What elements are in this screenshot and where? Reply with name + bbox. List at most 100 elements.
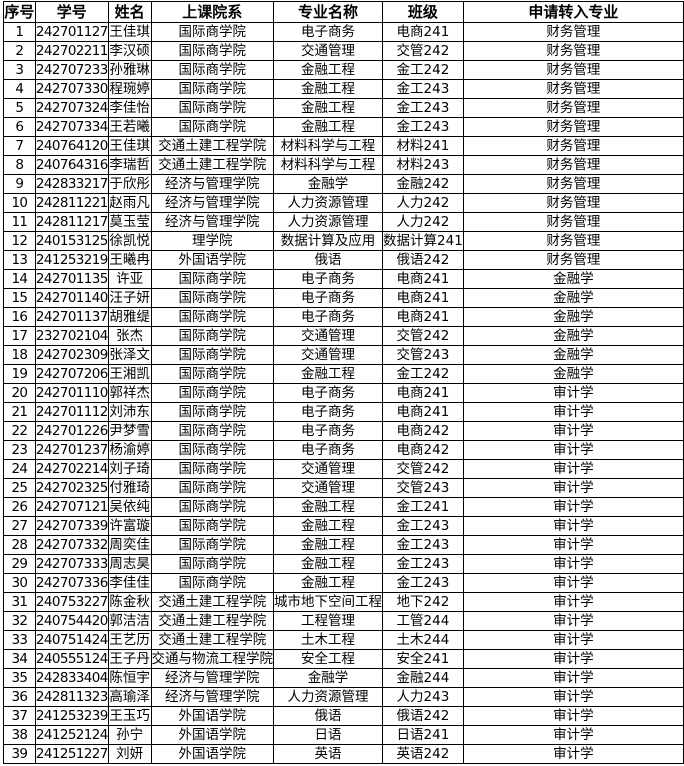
cell-major: 交通管理	[273, 326, 384, 346]
cell-name: 汪子妍	[107, 288, 152, 308]
cell-name: 周志昊	[107, 554, 152, 574]
cell-major: 金融工程	[273, 497, 384, 517]
cell-department: 国际商学院	[150, 554, 275, 574]
cell-major: 人力资源管理	[273, 193, 384, 213]
cell-seq: 36	[3, 687, 36, 707]
cell-target-major: 审计学	[462, 497, 684, 517]
cell-class: 人力243	[382, 687, 464, 707]
cell-class: 电商241	[382, 22, 464, 42]
table-row: 5 242707324 李佳怡 国际商学院 金融工程 金工243 财务管理	[3, 98, 684, 118]
cell-seq: 28	[3, 535, 36, 555]
cell-seq: 24	[3, 459, 36, 479]
cell-name: 李瑞哲	[107, 155, 152, 175]
cell-major: 电子商务	[273, 269, 384, 289]
table-row: 19 242707206 王湘凯 国际商学院 金融工程 金工242 金融学	[3, 364, 684, 384]
cell-student-id: 242707206	[34, 364, 109, 384]
table-row: 30 242707336 李佳佳 国际商学院 金融工程 金工243 审计学	[3, 573, 684, 593]
cell-major: 金融学	[273, 174, 384, 194]
cell-target-major: 金融学	[462, 269, 684, 289]
cell-seq: 21	[3, 402, 36, 422]
cell-target-major: 财务管理	[462, 155, 684, 175]
table-row: 26 242707121 吴依纯 国际商学院 金融工程 金工241 审计学	[3, 497, 684, 517]
cell-class: 金工243	[382, 535, 464, 555]
cell-target-major: 审计学	[462, 630, 684, 650]
cell-target-major: 审计学	[462, 725, 684, 745]
table-row: 23 242701237 杨渝婷 国际商学院 电子商务 电商242 审计学	[3, 440, 684, 460]
cell-name: 陈恒宇	[107, 668, 152, 688]
cell-department: 国际商学院	[150, 98, 275, 118]
cell-student-id: 242707333	[34, 554, 109, 574]
cell-name: 王玉巧	[107, 706, 152, 726]
cell-name: 胡雅缇	[107, 307, 152, 327]
table-body: 1 242701127 王佳琪 国际商学院 电子商务 电商241 财务管理 2 24270221…	[3, 22, 684, 764]
cell-department: 经济与管理学院	[150, 687, 275, 707]
cell-seq: 33	[3, 630, 36, 650]
cell-major: 城市地下空间工程	[273, 592, 384, 612]
cell-target-major: 财务管理	[462, 60, 684, 80]
cell-class: 交管243	[382, 478, 464, 498]
cell-department: 经济与管理学院	[150, 212, 275, 232]
cell-department: 国际商学院	[150, 269, 275, 289]
cell-student-id: 242833217	[34, 174, 109, 194]
cell-target-major: 财务管理	[462, 22, 684, 42]
cell-seq: 9	[3, 174, 36, 194]
cell-name: 张泽文	[107, 345, 152, 365]
cell-class: 电商241	[382, 288, 464, 308]
cell-department: 交通土建工程学院	[150, 592, 275, 612]
cell-major: 金融工程	[273, 79, 384, 99]
cell-student-id: 240764316	[34, 155, 109, 175]
cell-department: 交通土建工程学院	[150, 611, 275, 631]
cell-student-id: 242811323	[34, 687, 109, 707]
table-row: 35 242833404 陈恒宇 经济与管理学院 金融学 金融244 审计学	[3, 668, 684, 688]
cell-student-id: 232702104	[34, 326, 109, 346]
cell-name: 张杰	[107, 326, 152, 346]
cell-department: 国际商学院	[150, 459, 275, 479]
cell-class: 俄语242	[382, 706, 464, 726]
cell-student-id: 241253239	[34, 706, 109, 726]
header-major: 专业名称	[273, 1, 384, 23]
cell-class: 人力242	[382, 193, 464, 213]
cell-class: 金工241	[382, 497, 464, 517]
cell-major: 俄语	[273, 250, 384, 270]
cell-class: 金融242	[382, 174, 464, 194]
cell-name: 许亚	[107, 269, 152, 289]
cell-seq: 7	[3, 136, 36, 156]
cell-student-id: 242702325	[34, 478, 109, 498]
cell-major: 交通管理	[273, 345, 384, 365]
cell-major: 交通管理	[273, 41, 384, 61]
cell-target-major: 审计学	[462, 649, 684, 669]
cell-name: 吴依纯	[107, 497, 152, 517]
cell-major: 电子商务	[273, 421, 384, 441]
cell-class: 电商242	[382, 440, 464, 460]
cell-seq: 2	[3, 41, 36, 61]
cell-name: 李佳怡	[107, 98, 152, 118]
cell-student-id: 241253219	[34, 250, 109, 270]
cell-seq: 17	[3, 326, 36, 346]
cell-department: 国际商学院	[150, 288, 275, 308]
cell-class: 金工243	[382, 79, 464, 99]
cell-name: 尹梦雪	[107, 421, 152, 441]
cell-major: 金融工程	[273, 117, 384, 137]
cell-name: 莫玉莹	[107, 212, 152, 232]
table-row: 17 232702104 张杰 国际商学院 交通管理 交管242 金融学	[3, 326, 684, 346]
cell-department: 国际商学院	[150, 497, 275, 517]
cell-department: 交通与物流工程学院	[150, 649, 275, 669]
table-row: 6 242707334 王若曦 国际商学院 金融工程 金工243 财务管理	[3, 117, 684, 137]
cell-class: 数据计算241	[382, 231, 464, 251]
cell-department: 外国语学院	[150, 706, 275, 726]
cell-target-major: 财务管理	[462, 174, 684, 194]
header-row: 序号 学号 姓名 上课院系 专业名称 班级 申请转入专业	[3, 1, 684, 23]
cell-student-id: 242702211	[34, 41, 109, 61]
cell-seq: 39	[3, 744, 36, 764]
cell-class: 电商241	[382, 269, 464, 289]
table-row: 8 240764316 李瑞哲 交通土建工程学院 材料科学与工程 材料243 财务管理	[3, 155, 684, 175]
table-row: 24 242702214 刘子琦 国际商学院 交通管理 交管242 审计学	[3, 459, 684, 479]
cell-major: 人力资源管理	[273, 212, 384, 232]
cell-department: 国际商学院	[150, 402, 275, 422]
cell-class: 金融244	[382, 668, 464, 688]
cell-major: 土木工程	[273, 630, 384, 650]
cell-major: 交通管理	[273, 478, 384, 498]
cell-name: 徐凯悦	[107, 231, 152, 251]
cell-class: 安全241	[382, 649, 464, 669]
cell-class: 交管242	[382, 41, 464, 61]
